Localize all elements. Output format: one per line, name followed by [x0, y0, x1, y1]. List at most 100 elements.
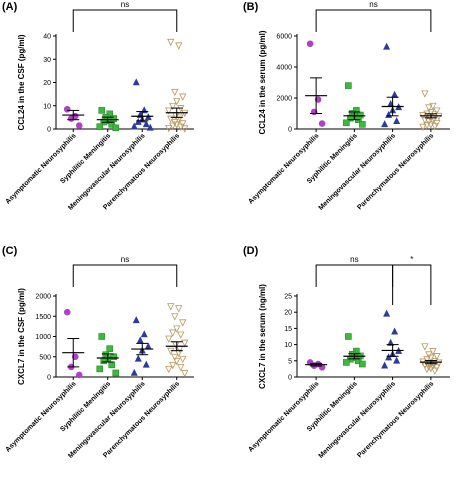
- x-tick-label: Meningovascular Neurosyphilis: [318, 380, 398, 460]
- panel-1: (B) 0 2000 4000 6000 CCL24 in the serum (pg/m…: [243, 0, 450, 212]
- data-point: [385, 353, 393, 361]
- y-axis-title: CXCL7 in the CSF (pg/ml): [17, 288, 26, 385]
- data-point: [421, 90, 429, 98]
- data-point: [130, 368, 138, 376]
- data-point: [425, 104, 433, 112]
- data-point: [318, 120, 326, 127]
- data-point: [431, 123, 439, 131]
- data-point: [171, 353, 179, 362]
- y-tick-label: 0: [288, 127, 292, 134]
- data-point: [96, 365, 104, 373]
- data-point: [345, 82, 352, 89]
- x-tick-label: Meningovascular Neurosyphilis: [67, 132, 147, 212]
- data-point: [177, 363, 185, 372]
- data-point: [359, 121, 366, 128]
- y-tick-label: 2000: [35, 294, 51, 301]
- data-point: [132, 78, 140, 86]
- x-tick-label: Asymptomatic Neurosyphilis: [247, 132, 320, 205]
- data-point: [112, 124, 120, 132]
- data-point: [144, 342, 152, 350]
- data-point: [391, 327, 399, 335]
- panel-label: (A): [2, 1, 18, 13]
- data-point: [171, 119, 179, 127]
- significance-bracket: [72, 9, 178, 32]
- data-point: [433, 107, 441, 115]
- data-point: [142, 120, 150, 128]
- data-point: [110, 353, 118, 361]
- data-point: [169, 361, 177, 370]
- data-point: [175, 305, 183, 313]
- panel-label: (D): [243, 245, 259, 257]
- data-point: [383, 309, 391, 317]
- data-point: [167, 303, 175, 311]
- data-point: [181, 125, 189, 133]
- data-point: [108, 361, 116, 369]
- data-point: [343, 119, 350, 127]
- data-point: [169, 329, 177, 337]
- y-axis-title: CCL24 in the serum (pg/ml): [258, 30, 267, 134]
- y-tick-label: 1500: [35, 314, 51, 321]
- panel-0: (A) 0 10 20 30 40 CCL24 in the CSF (pg/ml) Asym…: [2, 0, 194, 212]
- x-tick-label: Meningovascular Neurosyphilis: [318, 132, 398, 212]
- data-point: [343, 359, 350, 366]
- y-tick-label: 4000: [276, 65, 292, 72]
- data-point: [132, 316, 140, 324]
- x-tick-label: Parenchymatous Neurosyphilis: [356, 132, 435, 211]
- data-point: [421, 343, 429, 351]
- y-tick-label: 15: [284, 326, 292, 333]
- data-point: [393, 356, 401, 364]
- data-point: [112, 369, 120, 377]
- y-tick-label: 25: [284, 294, 292, 301]
- data-point: [136, 336, 144, 344]
- y-tick-label: 500: [39, 354, 51, 361]
- x-tick-label: Asymptomatic Neurosyphilis: [247, 380, 320, 453]
- data-point: [359, 360, 366, 368]
- data-point: [142, 360, 150, 368]
- significance-label: ns: [121, 0, 129, 9]
- y-tick-label: 30: [43, 57, 51, 64]
- data-point: [100, 357, 108, 365]
- y-tick-label: 5: [288, 358, 292, 365]
- data-point: [173, 325, 181, 333]
- data-point: [179, 93, 187, 101]
- panel-3: (D) 0 5 10 15 20 25 CXCL7 in the serum (ng/ml)A…: [243, 245, 450, 460]
- data-point: [423, 365, 431, 374]
- x-tick-label: Meningovascular Neurosyphilis: [67, 380, 147, 460]
- y-tick-label: 0: [288, 375, 292, 382]
- data-point: [387, 338, 395, 346]
- data-point: [419, 123, 427, 132]
- data-point: [165, 107, 173, 115]
- significance-bracket: [72, 264, 178, 287]
- data-point: [345, 333, 352, 340]
- data-point: [176, 345, 184, 354]
- data-point: [110, 115, 118, 122]
- data-point: [106, 345, 114, 352]
- data-point: [306, 40, 314, 48]
- data-point: [63, 308, 71, 316]
- data-point: [165, 335, 173, 343]
- y-axis-title: CCL24 in the CSF (pg/ml): [17, 34, 26, 130]
- data-point: [179, 120, 187, 128]
- y-tick-label: 6000: [276, 34, 292, 41]
- data-point: [179, 355, 187, 364]
- x-tick-label: Asymptomatic Neurosyphilis: [5, 132, 78, 205]
- data-point: [140, 330, 148, 338]
- data-point: [435, 359, 443, 367]
- x-tick-label: Asymptomatic Neurosyphilis: [5, 380, 78, 453]
- data-point: [381, 120, 389, 128]
- data-point: [165, 365, 173, 374]
- data-point: [167, 115, 175, 123]
- y-tick-label: 1000: [35, 334, 51, 341]
- data-point: [98, 107, 106, 114]
- data-point: [165, 124, 173, 133]
- data-point: [167, 38, 175, 47]
- data-point: [172, 341, 180, 349]
- y-axis-title: CXCL7 in the serum (ng/ml): [258, 284, 267, 389]
- panel-label: (B): [243, 1, 259, 13]
- data-point: [96, 123, 104, 130]
- y-tick-label: 0: [47, 375, 51, 382]
- data-point: [381, 361, 389, 369]
- data-point: [347, 114, 354, 122]
- y-tick-label: 10: [284, 342, 292, 349]
